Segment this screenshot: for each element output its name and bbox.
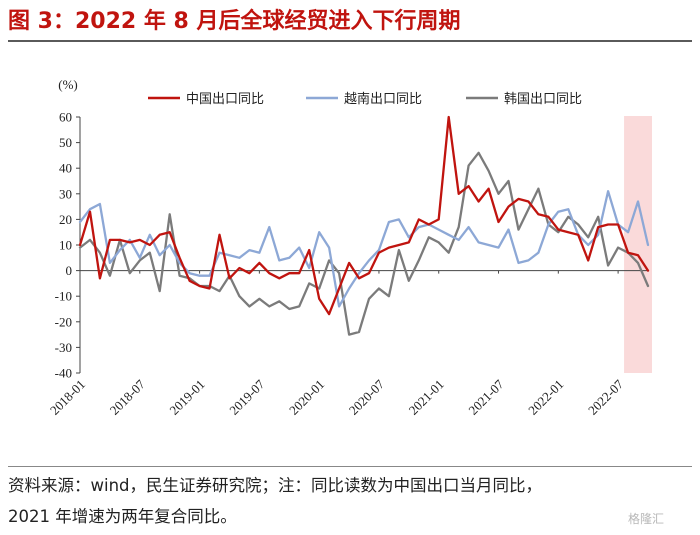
y-tick-label: -40 — [55, 366, 72, 381]
x-tick-label: 2021-01 — [406, 377, 447, 418]
y-tick-label: -20 — [55, 314, 72, 329]
source-note-line-2: 2021 年增速为两年复合同比。 — [8, 507, 237, 526]
y-tick-label: -30 — [55, 340, 72, 355]
title-divider — [8, 40, 692, 42]
y-tick-label: 30 — [59, 186, 72, 201]
series-line-1 — [78, 115, 650, 316]
line-chart: 60 50 40 30 20 10 0 -10 -20 -30 -40 (%) 2018-01 2018-… — [47, 77, 652, 418]
legend-label-3: 韩国出口同比 — [504, 92, 582, 107]
x-tick-label: 2018-01 — [47, 377, 88, 418]
legend-label-2: 越南出口同比 — [344, 91, 422, 107]
legend-layer: 中国出口同比 越南出口同比 韩国出口同比 — [148, 91, 582, 107]
x-tick-label: 2022-01 — [525, 377, 566, 418]
x-tick-label: 2019-01 — [166, 377, 207, 418]
x-tick-label: 2019-07 — [226, 376, 268, 418]
series-line-3 — [78, 151, 650, 336]
x-tick-label: 2021-07 — [465, 376, 507, 418]
x-tick-label: 2022-07 — [585, 376, 627, 418]
source-note-line-1: 资料来源：wind，民生证券研究院；注：同比读数为中国出口当月同比， — [8, 476, 543, 495]
y-tick-label: 50 — [59, 135, 72, 150]
legend-label-1: 中国出口同比 — [186, 92, 264, 107]
figure-title: 图 3：2022 年 8 月后全球经贸进入下行周期 — [8, 9, 461, 34]
y-axis-unit-label: (%) — [58, 77, 78, 92]
x-tick-label: 2018-07 — [107, 376, 149, 418]
x-tick-label: 2020-07 — [346, 376, 388, 418]
axes-layer: 60 50 40 30 20 10 0 -10 -20 -30 -40 (%) 2018-01 2018-… — [47, 77, 648, 418]
y-tick-label: 60 — [59, 110, 72, 125]
y-tick-label: 40 — [59, 161, 72, 176]
watermark: 格隆汇 — [628, 512, 665, 526]
source-divider — [8, 466, 692, 467]
y-tick-label: 0 — [66, 263, 73, 278]
series-layer — [78, 115, 650, 336]
series-line-2 — [78, 190, 650, 308]
y-tick-label: -10 — [55, 289, 72, 304]
y-tick-label: 20 — [59, 212, 72, 227]
y-tick-label: 10 — [59, 238, 72, 253]
x-tick-label: 2020-01 — [286, 377, 327, 418]
source-note: 资料来源：wind，民生证券研究院；注：同比读数为中国出口当月同比， 2021 … — [8, 470, 692, 532]
